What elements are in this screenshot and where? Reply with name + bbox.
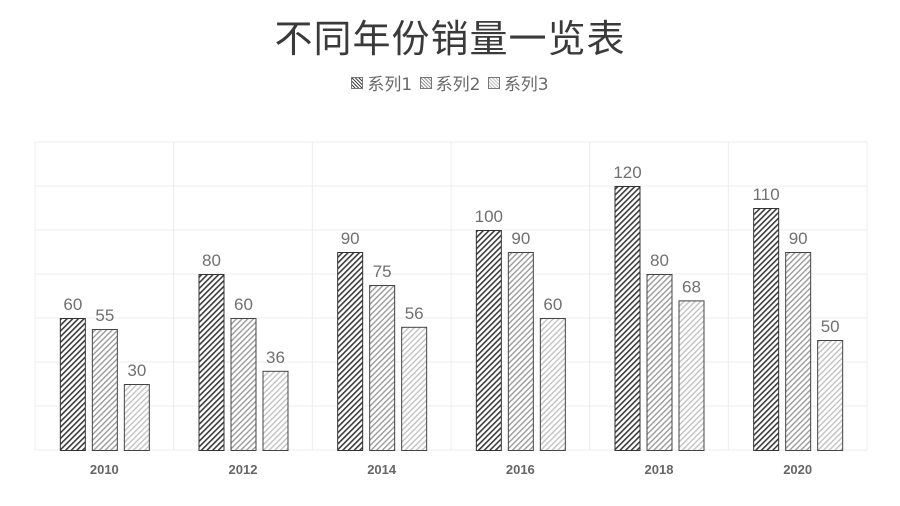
- data-label: 120: [613, 163, 641, 182]
- chart-legend: 系列1 系列2 系列3: [0, 70, 900, 95]
- gridlines: [34, 141, 868, 451]
- data-label: 60: [543, 295, 562, 314]
- x-axis-tick-label: 2018: [645, 462, 674, 477]
- legend-label: 系列3: [503, 75, 549, 95]
- hatch-swatch-icon: [487, 76, 500, 89]
- data-label: 56: [405, 304, 424, 323]
- bar[interactable]: [59, 318, 86, 451]
- data-label: 60: [63, 295, 82, 314]
- x-axis-tick-label: 2012: [229, 462, 258, 477]
- chart-title: 不同年份销量一览表: [274, 17, 626, 61]
- bar[interactable]: [230, 318, 257, 451]
- x-axis-tick-label: 2020: [783, 462, 812, 477]
- data-label: 55: [95, 306, 114, 325]
- data-label: 90: [511, 229, 530, 248]
- data-label: 68: [682, 277, 701, 296]
- data-label: 90: [789, 229, 808, 248]
- data-label: 100: [475, 207, 503, 226]
- legend-item-series2[interactable]: 系列2: [419, 70, 481, 95]
- hatch-swatch-icon: [351, 76, 364, 89]
- data-label: 75: [373, 262, 392, 281]
- bar[interactable]: [646, 274, 673, 451]
- data-label: 80: [650, 251, 669, 270]
- bar[interactable]: [123, 384, 150, 451]
- bar[interactable]: [198, 274, 225, 451]
- bar[interactable]: [475, 230, 502, 451]
- data-label: 30: [127, 361, 146, 380]
- bar[interactable]: [753, 208, 780, 451]
- data-label: 36: [266, 348, 285, 367]
- hatch-swatch-icon: [419, 76, 432, 89]
- legend-label: 系列1: [367, 75, 413, 95]
- legend-item-series3[interactable]: 系列3: [487, 70, 549, 95]
- bar[interactable]: [337, 252, 364, 451]
- bar[interactable]: [91, 329, 118, 451]
- x-axis-tick-label: 2016: [506, 462, 535, 477]
- data-label: 60: [234, 295, 253, 314]
- bar[interactable]: [817, 340, 844, 451]
- data-label: 90: [341, 229, 360, 248]
- legend-item-series1[interactable]: 系列1: [351, 70, 412, 95]
- bar[interactable]: [785, 252, 812, 451]
- bars: 60 55 30 2010 80 60 36 2012 90 75 56 2014 100 90 60 201…: [59, 163, 844, 477]
- bar[interactable]: [262, 370, 289, 451]
- bar[interactable]: [401, 326, 428, 451]
- bar[interactable]: [507, 252, 534, 451]
- bar[interactable]: [614, 186, 641, 451]
- data-label: 80: [202, 251, 221, 270]
- data-label: 110: [753, 185, 780, 204]
- bar[interactable]: [678, 300, 705, 451]
- x-axis-tick-label: 2010: [90, 462, 119, 477]
- bar[interactable]: [539, 318, 566, 451]
- legend-label: 系列2: [435, 75, 481, 95]
- data-label: 50: [821, 317, 840, 336]
- bar[interactable]: [369, 285, 396, 451]
- x-axis-tick-label: 2014: [367, 462, 397, 477]
